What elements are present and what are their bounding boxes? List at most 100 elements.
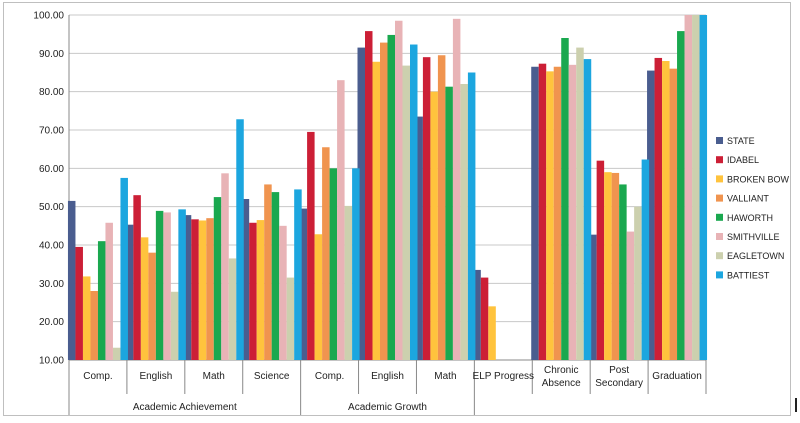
bar-battiest bbox=[467, 72, 476, 360]
bar-smithville bbox=[684, 15, 693, 360]
x-category-label: Math bbox=[203, 371, 225, 382]
x-category-label: Graduation bbox=[652, 371, 701, 382]
legend-swatch bbox=[716, 271, 723, 279]
bar-haworth bbox=[97, 241, 106, 360]
bar-battiest bbox=[236, 119, 244, 361]
x-category-label: Absence bbox=[542, 378, 581, 389]
bar-broken-bow bbox=[662, 61, 670, 360]
x-group-label: Academic Growth bbox=[348, 402, 427, 413]
bar-broken-bow bbox=[198, 220, 207, 360]
bar-smithville bbox=[163, 212, 171, 360]
bar-eagletown bbox=[634, 206, 642, 360]
bar-battiest bbox=[583, 59, 592, 360]
bar-broken-bow bbox=[140, 237, 149, 360]
bar-battiest bbox=[120, 177, 128, 360]
x-category-label: Science bbox=[254, 371, 290, 382]
legend-label: BROKEN BOW bbox=[727, 174, 790, 184]
y-tick-label: 40.00 bbox=[39, 241, 64, 252]
bar-idabel bbox=[75, 246, 83, 360]
legend-swatch bbox=[716, 213, 723, 221]
bar-valliant bbox=[264, 184, 272, 360]
bar-state bbox=[473, 269, 481, 360]
legend-swatch bbox=[716, 175, 723, 183]
bar-idabel bbox=[365, 31, 373, 360]
bar-state bbox=[415, 116, 423, 360]
y-tick-label: 60.00 bbox=[39, 164, 64, 175]
x-group-label: Academic Achievement bbox=[133, 402, 237, 413]
legend-label: IDABEL bbox=[727, 155, 759, 165]
y-tick-label: 20.00 bbox=[39, 317, 64, 328]
bar-broken-bow bbox=[604, 172, 612, 360]
bar-eagletown bbox=[344, 205, 353, 360]
legend-label: STATE bbox=[727, 136, 755, 146]
bar-battiest bbox=[178, 209, 186, 360]
bar-state bbox=[589, 234, 597, 360]
legend-swatch bbox=[716, 194, 723, 202]
x-category-label: English bbox=[139, 371, 172, 382]
x-category-label: English bbox=[371, 371, 404, 382]
chart-frame: 10.00 20.00 30.00 40.00 50.00 60.00 70.00 80.00… bbox=[3, 2, 791, 416]
bar-smithville bbox=[626, 231, 635, 360]
bar-state bbox=[67, 200, 76, 360]
y-tick-label: 70.00 bbox=[39, 126, 64, 137]
bar-smithville bbox=[337, 80, 345, 361]
legend-label: BATTIEST bbox=[727, 270, 770, 280]
bar-idabel bbox=[654, 57, 663, 360]
bar-haworth bbox=[677, 31, 685, 360]
bar-smithville bbox=[568, 64, 577, 361]
bar-broken-bow bbox=[314, 234, 323, 360]
bar-haworth bbox=[619, 184, 627, 360]
y-tick-label: 10.00 bbox=[39, 356, 64, 367]
bar-broken-bow bbox=[256, 220, 265, 360]
bar-idabel bbox=[596, 160, 605, 360]
x-category-label: Math bbox=[434, 371, 456, 382]
bar-state bbox=[647, 70, 655, 360]
bar-eagletown bbox=[228, 258, 237, 360]
x-category-label: Comp. bbox=[83, 371, 112, 382]
bar-state bbox=[241, 199, 250, 360]
bar-broken-bow bbox=[488, 306, 496, 360]
bar-idabel bbox=[133, 195, 141, 360]
bar-smithville bbox=[452, 18, 461, 360]
bar-idabel bbox=[249, 222, 257, 360]
bar-haworth bbox=[329, 168, 338, 360]
bar-eagletown bbox=[692, 15, 700, 360]
legend-label: VALLIANT bbox=[727, 194, 769, 204]
bar-haworth bbox=[155, 210, 164, 360]
bar-state bbox=[299, 208, 308, 360]
bar-idabel bbox=[538, 63, 547, 360]
bar-smithville bbox=[279, 225, 287, 360]
bar-battiest bbox=[641, 159, 650, 360]
bar-state bbox=[125, 224, 134, 360]
bar-battiest bbox=[410, 44, 418, 361]
bar-idabel bbox=[307, 131, 315, 360]
bar-broken-bow bbox=[430, 91, 438, 361]
legend-label: EAGLETOWN bbox=[727, 251, 784, 261]
bar-eagletown bbox=[170, 291, 179, 360]
bar-broken-bow bbox=[546, 71, 554, 360]
bar-eagletown bbox=[402, 65, 410, 360]
bar-smithville bbox=[105, 222, 113, 360]
y-tick-label: 30.00 bbox=[39, 279, 64, 290]
bar-idabel bbox=[480, 277, 489, 360]
bar-state bbox=[531, 66, 539, 360]
grouped-bar-chart: 10.00 20.00 30.00 40.00 50.00 60.00 70.00 80.00… bbox=[33, 11, 790, 415]
bar-eagletown bbox=[460, 84, 468, 360]
bar-valliant bbox=[553, 66, 562, 360]
bar-eagletown bbox=[576, 47, 584, 360]
legend-label: HAWORTH bbox=[727, 213, 773, 223]
bar-haworth bbox=[387, 34, 395, 360]
y-tick-label: 100.00 bbox=[33, 11, 64, 22]
bar-broken-bow bbox=[372, 61, 380, 361]
legend-swatch bbox=[716, 233, 723, 240]
bar-state bbox=[183, 215, 192, 360]
bar-haworth bbox=[561, 38, 569, 360]
bar-haworth bbox=[445, 86, 453, 360]
x-category-label: Comp. bbox=[315, 371, 344, 382]
y-tick-label: 50.00 bbox=[39, 202, 64, 213]
bar-valliant bbox=[322, 147, 330, 360]
y-tick-label: 90.00 bbox=[39, 49, 64, 60]
legend-swatch bbox=[716, 156, 723, 164]
legend-swatch bbox=[716, 252, 723, 260]
bar-eagletown bbox=[112, 347, 121, 360]
